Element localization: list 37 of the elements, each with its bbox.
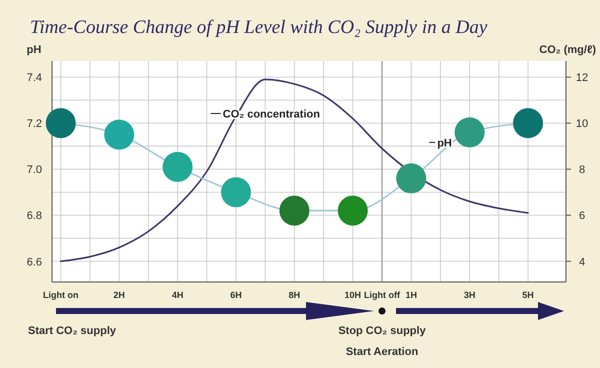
y2-axis-title: CO₂ (mg/ℓ) (539, 44, 596, 56)
point (104, 120, 134, 150)
x-tick-label: Light on (43, 290, 79, 300)
text: Start Aeration (346, 346, 418, 358)
x-tick-label: 6H (230, 290, 242, 300)
x-tick-label: 1H (405, 290, 417, 300)
point (454, 117, 485, 148)
point (338, 196, 368, 226)
series-label: pH (437, 137, 452, 150)
y2-tick-label: 12 (576, 72, 588, 84)
y-axis-title: pH (26, 44, 42, 56)
y2-tick-label: 10 (576, 118, 588, 130)
text: Start CO₂ supply (28, 325, 117, 337)
text: Stop CO₂ supply (338, 325, 427, 337)
y-tick-label: 7.0 (26, 164, 42, 176)
x-tick-label: 2H (113, 290, 125, 300)
point (162, 152, 193, 182)
point (220, 177, 251, 208)
x-tick-label: 8H (288, 290, 300, 300)
point (513, 108, 544, 138)
point (46, 108, 76, 138)
chart-title: Time-Course Change of pH Level with CO₂ Supply in a Day (30, 17, 488, 38)
y-tick-label: 7.2 (26, 118, 42, 130)
x-tick-label: 5H (522, 290, 534, 300)
y-tick-label: 6.6 (26, 256, 42, 268)
y2-tick-label: 6 (578, 210, 586, 222)
point (279, 196, 310, 226)
y-tick-label: 6.8 (26, 210, 42, 222)
x-tick-label: 10H (344, 290, 362, 300)
x-tick-label: Light off (364, 290, 402, 300)
y-tick-label: 7.4 (26, 72, 42, 84)
x-tick-label: 4H (172, 290, 184, 300)
x-tick-label: 3H (464, 290, 476, 300)
y2-tick-label: 8 (578, 164, 586, 176)
point (396, 163, 426, 194)
y2-tick-label: 4 (578, 256, 586, 268)
line-series (60, 78, 529, 262)
